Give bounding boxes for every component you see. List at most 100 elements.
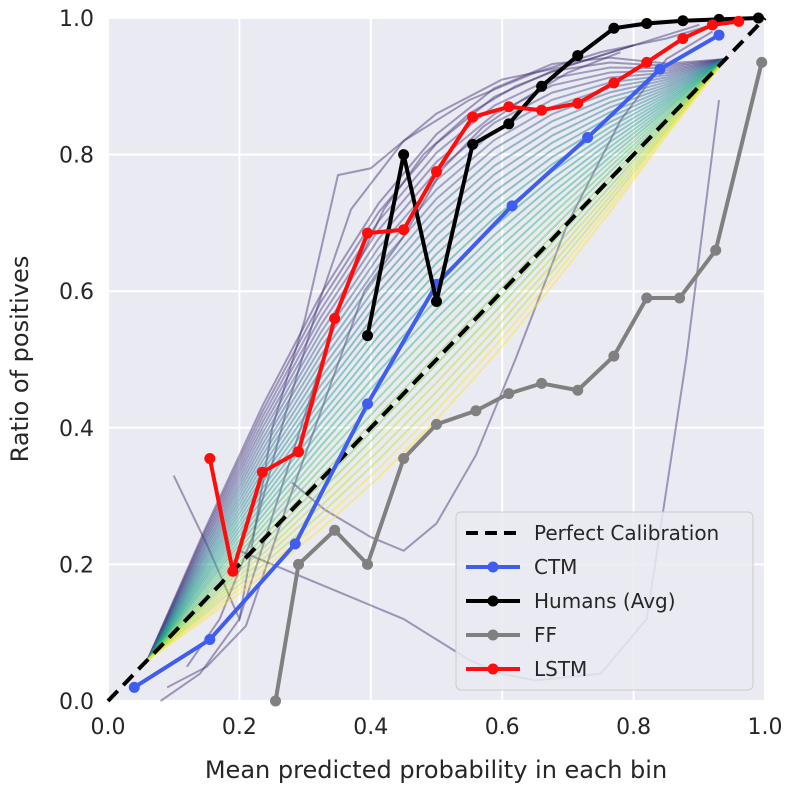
data-point <box>503 118 515 130</box>
data-point <box>608 22 620 34</box>
background-curve <box>172 23 700 623</box>
data-point <box>431 166 442 178</box>
background-curve <box>186 23 713 668</box>
data-point <box>710 244 722 256</box>
y-tick-label: 0.0 <box>59 690 94 715</box>
data-point <box>674 292 686 304</box>
background-curve <box>291 30 713 552</box>
series-ctm <box>128 29 725 693</box>
series-ff <box>270 56 768 707</box>
data-point <box>536 104 548 116</box>
legend-marker <box>487 561 499 573</box>
data-point <box>572 97 584 109</box>
data-point <box>467 111 479 123</box>
data-point <box>713 29 725 41</box>
data-point <box>362 227 374 239</box>
data-point <box>677 32 689 44</box>
background-curve <box>146 58 727 661</box>
background-curve <box>146 56 726 661</box>
data-point <box>506 200 518 212</box>
data-point <box>362 398 374 410</box>
legend-box <box>455 511 754 691</box>
grid <box>107 17 766 702</box>
data-point <box>536 377 548 389</box>
data-point <box>706 19 718 31</box>
legend-label: CTM <box>534 555 577 579</box>
data-point <box>752 12 764 24</box>
x-tick-label: 0.4 <box>353 715 388 740</box>
legend-label: FF <box>534 623 557 647</box>
series-group <box>106 12 768 707</box>
data-point <box>204 453 216 465</box>
data-point <box>654 63 666 75</box>
series-perfect-calibration <box>106 16 767 703</box>
background-curve <box>146 58 726 661</box>
background-curve <box>146 58 727 661</box>
legend-label: Humans (Avg) <box>534 589 676 613</box>
data-point <box>204 634 216 646</box>
data-point <box>641 17 653 29</box>
background-curve <box>146 58 727 661</box>
background-curve <box>159 44 634 702</box>
legend-marker <box>487 663 499 675</box>
background-curve <box>146 58 727 661</box>
y-tick-label: 0.8 <box>59 144 94 169</box>
x-tick-label: 0.6 <box>485 715 520 740</box>
data-point <box>128 681 140 693</box>
data-point <box>270 695 282 707</box>
background-curve <box>146 58 727 661</box>
x-tick-label: 1.0 <box>748 715 783 740</box>
data-point <box>641 292 653 304</box>
series-humans-avg <box>362 12 764 342</box>
y-tick-label: 0.2 <box>59 553 94 578</box>
legend-marker <box>487 595 499 607</box>
data-point <box>503 388 515 400</box>
data-point <box>293 558 305 570</box>
data-point <box>733 15 745 27</box>
data-point <box>227 565 239 577</box>
y-tick-label: 1.0 <box>59 7 94 32</box>
data-point <box>256 466 268 478</box>
data-point <box>431 295 442 307</box>
data-point <box>641 56 653 68</box>
series-line <box>106 16 767 703</box>
data-point <box>572 384 584 396</box>
background-curve <box>146 58 727 661</box>
data-point <box>398 224 410 236</box>
background-curve <box>146 58 727 661</box>
data-point <box>470 405 482 417</box>
background-curve <box>146 58 727 661</box>
background-curve <box>146 58 726 661</box>
data-point <box>362 330 374 342</box>
legend-marker <box>487 629 499 641</box>
data-point <box>329 313 341 325</box>
legend-label: Perfect Calibration <box>534 521 719 545</box>
data-point <box>289 538 301 550</box>
data-point <box>677 15 689 27</box>
data-point <box>293 446 305 458</box>
data-point <box>608 350 620 362</box>
data-point <box>362 558 374 570</box>
x-axis-ticks: 0.0 0.2 0.4 0.6 0.8 1.0 <box>91 715 783 740</box>
data-point <box>329 524 341 536</box>
background-curve <box>146 57 726 661</box>
data-point <box>431 418 442 430</box>
background-curve <box>146 58 727 661</box>
data-point <box>536 80 548 92</box>
background-curve <box>146 57 726 661</box>
background-curve <box>146 58 726 661</box>
y-axis-ticks: 0.0 0.2 0.4 0.6 0.8 1.0 <box>59 7 94 715</box>
x-tick-label: 0.8 <box>616 715 651 740</box>
background-curve <box>146 58 727 661</box>
data-point <box>467 138 479 150</box>
background-curve <box>146 58 727 661</box>
data-point <box>608 77 620 89</box>
legend-label: LSTM <box>534 657 587 681</box>
legend: Perfect Calibration CTM Humans (Avg) FF LSTM <box>455 511 754 691</box>
y-axis-label: Ratio of positives <box>6 256 34 463</box>
x-tick-label: 0.2 <box>222 715 257 740</box>
y-tick-label: 0.4 <box>59 417 94 442</box>
data-point <box>398 149 410 161</box>
background-curve <box>146 58 727 661</box>
